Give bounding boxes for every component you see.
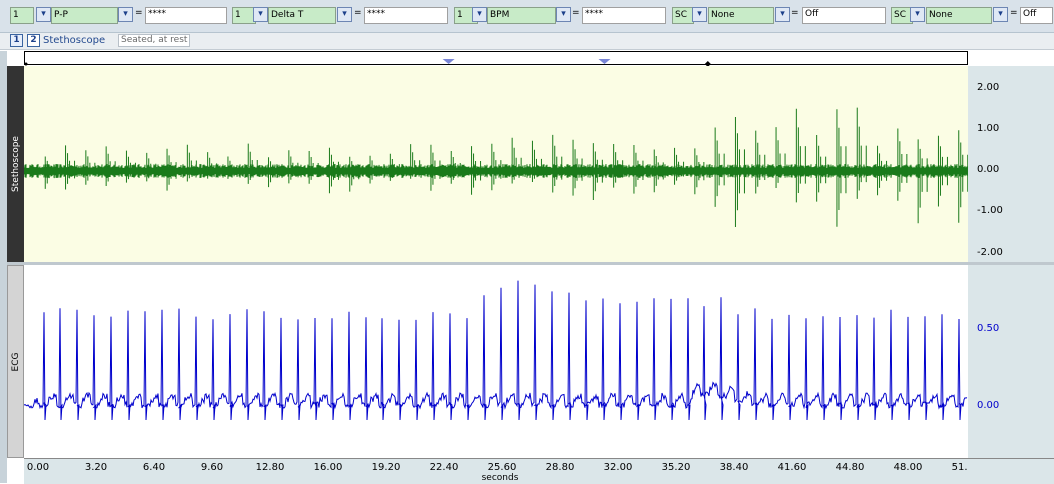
channel-value: SC: [675, 10, 687, 20]
time-tick-label: 6.40: [142, 462, 166, 473]
time-axis[interactable]: 0.00 3.20 6.40 9.60 12.80 16.00 19.20 22.40 25.6…: [24, 458, 980, 484]
time-tick-label: 25.60: [487, 462, 517, 473]
page-1-button[interactable]: 1: [10, 34, 23, 47]
measurement-result-2: ****: [364, 7, 448, 24]
time-tick-label: 3.20: [84, 462, 108, 473]
measurement-type-label: BPM: [490, 10, 510, 20]
stethoscope-scale[interactable]: 2.00 1.00 0.00 -1.00 -2.00: [968, 66, 1054, 262]
time-tick-label: 16.00: [313, 462, 343, 473]
time-tick-label: 32.00: [603, 462, 633, 473]
measurement-type-label: None: [929, 10, 953, 20]
measurement-dropdown-2[interactable]: ▾: [337, 7, 352, 22]
channel-label-stethoscope[interactable]: Stethoscope: [7, 66, 24, 262]
channel-select-4[interactable]: SC: [672, 7, 694, 24]
channel-value: 1: [13, 10, 19, 20]
time-tick-label: 35.20: [661, 462, 691, 473]
equals-sign: =: [354, 8, 362, 18]
ecg-waveform: [24, 280, 968, 421]
channel-value: 1: [457, 10, 463, 20]
marker-diamond-icon[interactable]: [704, 61, 711, 67]
left-margin: [0, 51, 7, 483]
scale-tick: -2.00: [977, 247, 1003, 258]
measurement-type-3[interactable]: BPM: [487, 7, 556, 24]
measurement-type-label: P-P: [54, 10, 68, 20]
equals-sign: =: [135, 8, 143, 18]
measurement-dropdown-5[interactable]: ▾: [993, 7, 1008, 22]
stethoscope-waveform: [24, 107, 968, 227]
time-tick-label: 28.80: [545, 462, 575, 473]
time-tick-label: 41.60: [777, 462, 807, 473]
ecg-plot[interactable]: [24, 265, 968, 458]
measurement-result-5: Off: [1020, 7, 1053, 24]
scale-tick: 1.00: [977, 123, 1000, 134]
time-tick-label: 48.00: [893, 462, 923, 473]
scale-tick: -1.00: [977, 205, 1003, 216]
measurement-type-4[interactable]: None: [708, 7, 774, 24]
page-tabs-row: 1 2 Stethoscope Seated, at rest: [0, 33, 1054, 50]
measurement-result-4: Off: [802, 7, 886, 24]
channel-label-text: Stethoscope: [10, 136, 21, 192]
scale-tick: 0.00: [977, 164, 1000, 175]
measurement-dropdown-4[interactable]: ▾: [775, 7, 790, 22]
channel-value: 1: [235, 10, 241, 20]
marker-bar[interactable]: [24, 51, 968, 67]
ecg-scale[interactable]: 0.50 0.00: [968, 265, 1054, 458]
measurement-result-3: ****: [582, 7, 666, 24]
ecg-trace: [24, 280, 968, 421]
time-axis-unit: seconds: [481, 473, 519, 483]
channel-select-1[interactable]: 1: [10, 7, 34, 24]
channel-dropdown-4[interactable]: ▾: [692, 7, 707, 22]
channel-value: SC: [894, 10, 906, 20]
channel-label-ecg[interactable]: ECG: [7, 265, 24, 458]
time-tick-label: 22.40: [429, 462, 459, 473]
time-tick-label: 51.20: [951, 462, 981, 473]
measurement-type-5[interactable]: None: [926, 7, 992, 24]
axis-corner: [968, 458, 1054, 484]
stethoscope-trace: [24, 107, 968, 227]
marker-icons: [24, 59, 711, 67]
equals-sign: =: [791, 8, 799, 18]
equals-sign: =: [572, 8, 580, 18]
marker-triangle-icon[interactable]: [598, 59, 611, 64]
marker-start-icon: [24, 62, 28, 66]
time-tick-label: 9.60: [200, 462, 224, 473]
measurement-type-label: None: [711, 10, 735, 20]
time-tick-label: 19.20: [371, 462, 401, 473]
stethoscope-plot[interactable]: [24, 66, 968, 262]
scale-tick: 0.50: [977, 323, 1000, 334]
channel-divider[interactable]: [7, 262, 1054, 265]
channel-dropdown-1[interactable]: ▾: [36, 7, 51, 22]
page-comment[interactable]: Seated, at rest: [118, 34, 191, 47]
measurement-toolbar: 1 ▾ P-P ▾ = **** 1 ▾ Delta T ▾ = **** 1 …: [0, 0, 1054, 33]
time-tick-label: 0.00: [26, 462, 50, 473]
scale-tick: 2.00: [977, 82, 1000, 93]
page-2-button[interactable]: 2: [27, 34, 40, 47]
channel-label-text: ECG: [10, 352, 21, 371]
page-title: Stethoscope: [43, 35, 106, 46]
measurement-result-1: ****: [145, 7, 227, 24]
scale-tick: 0.00: [977, 400, 1000, 411]
measurement-dropdown-3[interactable]: ▾: [556, 7, 571, 22]
time-tick-label: 38.40: [719, 462, 749, 473]
measurement-type-2[interactable]: Delta T: [268, 7, 336, 24]
time-tick-label: 44.80: [835, 462, 865, 473]
channel-dropdown-5[interactable]: ▾: [910, 7, 925, 22]
marker-triangle-icon[interactable]: [442, 59, 455, 64]
measurement-dropdown-1[interactable]: ▾: [118, 7, 133, 22]
measurement-type-1[interactable]: P-P: [51, 7, 118, 24]
channel-dropdown-2[interactable]: ▾: [253, 7, 268, 22]
time-tick-label: 12.80: [255, 462, 285, 473]
measurement-type-label: Delta T: [271, 10, 304, 20]
channel-dropdown-3[interactable]: ▾: [472, 7, 487, 22]
equals-sign: =: [1010, 8, 1018, 18]
